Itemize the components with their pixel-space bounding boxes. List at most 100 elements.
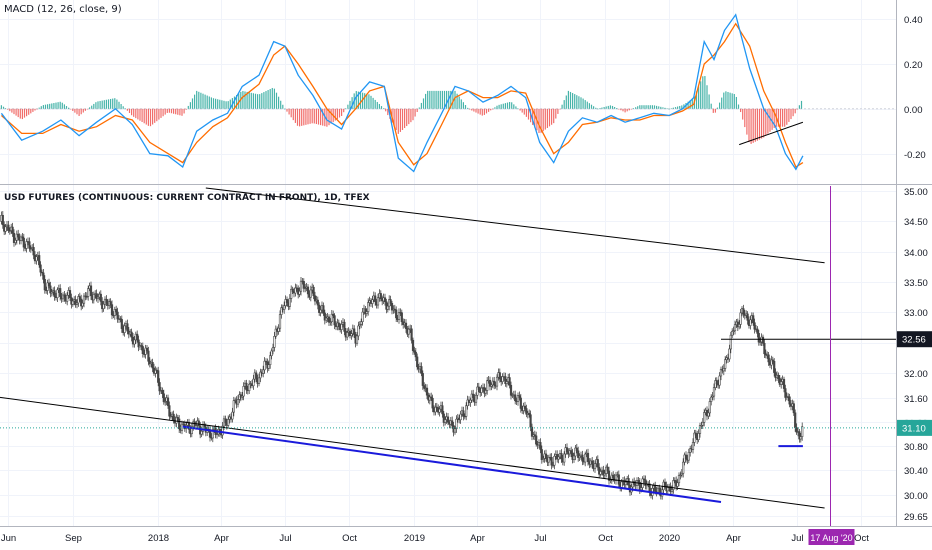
candle-body: [312, 286, 315, 297]
candle-body: [719, 368, 723, 377]
candle-body: [385, 301, 388, 310]
macd-histogram-bar: [65, 106, 68, 109]
macd-histogram-bar: [569, 91, 572, 109]
macd-histogram-bar: [296, 108, 299, 126]
macd-trendline[interactable]: [739, 121, 804, 146]
macd-histogram-bar: [603, 107, 605, 109]
candle-body: [504, 376, 507, 384]
macd-histogram-bar: [210, 97, 212, 109]
candle-body: [12, 232, 16, 243]
candle-body: [792, 403, 795, 414]
macd-histogram-bar: [72, 108, 74, 112]
macd-histogram-bar: [462, 102, 464, 109]
macd-histogram-bar: [212, 98, 215, 109]
level-price-label: 32.56: [902, 335, 926, 346]
macd-histogram-bar: [185, 108, 187, 110]
candle-body: [92, 294, 95, 301]
macd-histogram-bar: [124, 108, 126, 110]
macd-histogram-bar: [645, 105, 647, 109]
candle-body: [252, 378, 255, 387]
candle-body: [711, 395, 714, 398]
price-y-tick-label: 30.00: [904, 491, 928, 502]
macd-histogram-bar: [752, 108, 754, 143]
candle-body: [395, 309, 398, 319]
candle-body: [599, 471, 602, 475]
candle-body: [105, 298, 108, 304]
candle-body: [327, 316, 331, 323]
macd-histogram-bar: [343, 108, 345, 113]
candle-body: [269, 355, 272, 366]
candle-body: [637, 480, 640, 483]
candle-body: [255, 372, 258, 379]
price-trendline[interactable]: [205, 187, 825, 264]
macd-histogram-bar: [34, 108, 36, 111]
macd-histogram-bar: [557, 108, 559, 114]
macd-histogram-bar: [179, 108, 181, 116]
candle-body: [147, 350, 150, 362]
macd-histogram-bar: [687, 101, 689, 109]
macd-histogram-bar: [576, 95, 578, 109]
macd-histogram-bar: [338, 108, 341, 118]
macd-histogram-bar: [19, 108, 21, 119]
macd-histogram-bar: [614, 107, 616, 109]
candle-body: [367, 302, 370, 312]
macd-histogram-bar: [110, 98, 112, 109]
macd-histogram-bar: [368, 94, 370, 109]
macd-histogram-bar: [758, 108, 761, 140]
macd-histogram-bar: [731, 93, 733, 109]
candle-body: [364, 308, 367, 314]
candle-body: [242, 386, 245, 397]
candle-body: [570, 450, 573, 454]
macd-histogram-bar: [670, 108, 672, 109]
macd-histogram-bar: [51, 103, 53, 109]
macd-y-tick-label: 0.20: [904, 60, 923, 71]
candle-body: [25, 241, 28, 249]
candle-body: [565, 447, 569, 453]
candle-body: [612, 474, 615, 479]
candle-body: [50, 291, 53, 294]
candle-body: [47, 282, 51, 287]
candle-body: [474, 394, 478, 403]
macd-histogram-bar: [418, 107, 420, 109]
candle-body: [178, 418, 181, 430]
macd-histogram-bar: [506, 102, 509, 109]
macd-histogram-bar: [257, 94, 259, 109]
macd-histogram-bar: [435, 90, 437, 109]
macd-histogram-bar: [742, 108, 744, 120]
macd-histogram-bar: [515, 106, 517, 109]
macd-histogram-bar: [28, 108, 30, 115]
candle-body: [459, 413, 462, 421]
macd-histogram-bar: [523, 108, 525, 115]
macd-histogram-bar: [532, 108, 534, 125]
macd-histogram-bar: [691, 98, 693, 109]
candle-body: [390, 303, 394, 311]
macd-panel[interactable]: [0, 13, 896, 173]
price-trendline[interactable]: [0, 395, 825, 509]
macd-histogram-bar: [706, 85, 708, 109]
macd-histogram-bar: [733, 94, 735, 109]
macd-histogram-bar: [221, 100, 223, 109]
candle-body: [22, 237, 25, 248]
x-tick-label: Jul: [534, 533, 546, 544]
macd-histogram-bar: [719, 102, 721, 109]
candle-body: [416, 356, 419, 368]
macd-histogram-bar: [635, 107, 637, 109]
signal-line: [0, 22, 804, 168]
macd-histogram-bar: [597, 108, 599, 110]
support-channel-line[interactable]: [182, 425, 722, 503]
macd-histogram-bar: [626, 108, 628, 112]
macd-histogram-bar: [17, 108, 19, 118]
macd-histogram-bar: [204, 94, 206, 109]
candle-body: [691, 442, 695, 450]
candle-body: [453, 428, 457, 433]
price-panel[interactable]: [0, 186, 896, 526]
macd-histogram-bar: [86, 108, 89, 110]
macd-histogram-bar: [639, 105, 641, 109]
macd-histogram-bar: [542, 108, 544, 132]
macd-histogram-bar: [632, 108, 635, 109]
macd-histogram-bar: [252, 93, 254, 109]
candle-body: [116, 311, 119, 320]
macd-histogram-bar: [378, 104, 380, 109]
macd-histogram-bar: [756, 108, 758, 141]
